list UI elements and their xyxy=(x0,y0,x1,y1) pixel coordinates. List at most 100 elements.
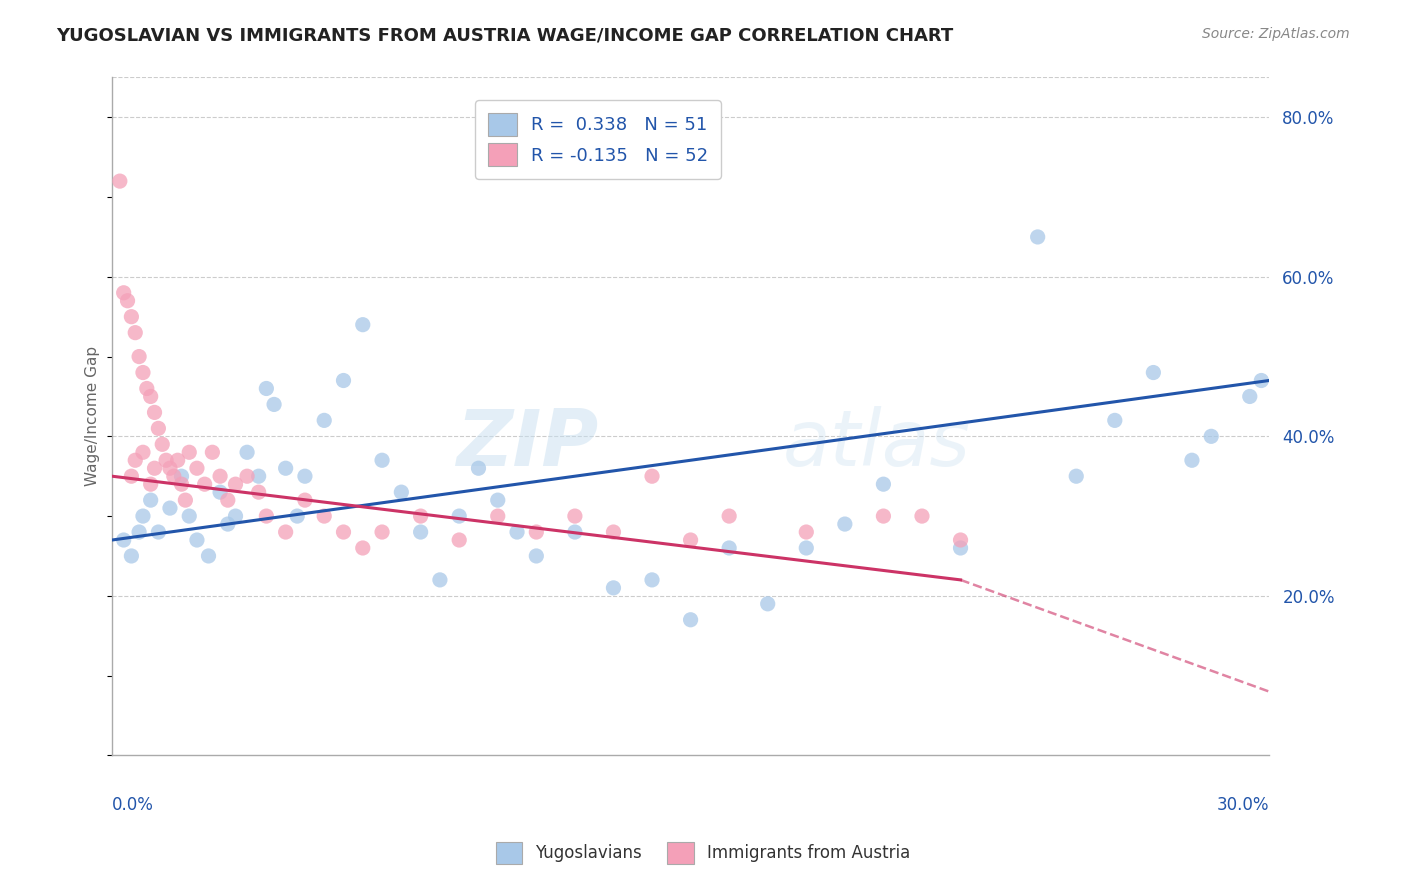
Point xyxy=(139,389,162,403)
Point xyxy=(170,477,193,491)
Point xyxy=(449,533,471,547)
Point xyxy=(128,350,150,364)
Point xyxy=(166,453,188,467)
Point xyxy=(352,541,374,555)
Point xyxy=(209,469,232,483)
Point xyxy=(389,485,412,500)
Point xyxy=(794,524,817,539)
Point xyxy=(332,374,354,388)
Point xyxy=(217,493,239,508)
Text: YUGOSLAVIAN VS IMMIGRANTS FROM AUSTRIA WAGE/INCOME GAP CORRELATION CHART: YUGOSLAVIAN VS IMMIGRANTS FROM AUSTRIA W… xyxy=(56,27,953,45)
Point xyxy=(1199,429,1222,443)
Point xyxy=(217,517,239,532)
Point xyxy=(718,509,741,524)
Point xyxy=(486,493,509,508)
Point xyxy=(872,477,894,491)
Point xyxy=(449,509,471,524)
Point xyxy=(602,524,624,539)
Point xyxy=(332,524,354,539)
Point xyxy=(186,461,208,475)
Text: atlas: atlas xyxy=(783,406,972,482)
Point xyxy=(124,453,146,467)
Point xyxy=(148,524,170,539)
Point xyxy=(139,477,162,491)
Point xyxy=(201,445,224,459)
Point xyxy=(641,573,664,587)
Point xyxy=(120,549,142,563)
Point xyxy=(1181,453,1204,467)
Point xyxy=(352,318,374,332)
Point xyxy=(124,326,146,340)
Point xyxy=(225,477,247,491)
Point xyxy=(174,493,197,508)
Point xyxy=(872,509,894,524)
Point xyxy=(159,461,181,475)
Point xyxy=(1250,374,1272,388)
Point xyxy=(254,509,277,524)
Point xyxy=(834,517,856,532)
Point xyxy=(371,453,394,467)
Point xyxy=(486,509,509,524)
Point xyxy=(236,445,259,459)
Point xyxy=(148,421,170,435)
Point xyxy=(159,501,181,516)
Point xyxy=(679,613,702,627)
Point xyxy=(108,174,131,188)
Point xyxy=(911,509,934,524)
Point xyxy=(641,469,664,483)
Point xyxy=(524,549,547,563)
Point xyxy=(679,533,702,547)
Point xyxy=(314,509,336,524)
Legend: R =  0.338   N = 51, R = -0.135   N = 52: R = 0.338 N = 51, R = -0.135 N = 52 xyxy=(475,100,721,179)
Text: ZIP: ZIP xyxy=(456,406,598,482)
Point xyxy=(564,509,586,524)
Point xyxy=(294,469,316,483)
Point xyxy=(112,533,135,547)
Point xyxy=(409,524,432,539)
Point xyxy=(506,524,529,539)
Point xyxy=(564,524,586,539)
Point xyxy=(150,437,173,451)
Point xyxy=(1026,230,1049,244)
Point xyxy=(263,397,285,411)
Point xyxy=(170,469,193,483)
Point xyxy=(179,445,201,459)
Point xyxy=(197,549,219,563)
Text: Source: ZipAtlas.com: Source: ZipAtlas.com xyxy=(1202,27,1350,41)
Legend: Yugoslavians, Immigrants from Austria: Yugoslavians, Immigrants from Austria xyxy=(489,836,917,871)
Point xyxy=(128,524,150,539)
Point xyxy=(132,509,155,524)
Point xyxy=(602,581,624,595)
Point xyxy=(209,485,232,500)
Point xyxy=(949,541,972,555)
Point xyxy=(371,524,394,539)
Point xyxy=(132,366,155,380)
Point xyxy=(949,533,972,547)
Text: 0.0%: 0.0% xyxy=(112,796,155,814)
Point xyxy=(120,310,142,324)
Point xyxy=(274,524,297,539)
Point xyxy=(112,285,135,300)
Point xyxy=(236,469,259,483)
Point xyxy=(247,469,270,483)
Point xyxy=(1142,366,1164,380)
Point xyxy=(132,445,155,459)
Point xyxy=(1104,413,1126,427)
Point xyxy=(143,461,166,475)
Point xyxy=(1064,469,1087,483)
Point xyxy=(143,405,166,419)
Point xyxy=(429,573,451,587)
Point xyxy=(117,293,139,308)
Point xyxy=(409,509,432,524)
Point xyxy=(179,509,201,524)
Text: 30.0%: 30.0% xyxy=(1216,796,1270,814)
Point xyxy=(756,597,779,611)
Point xyxy=(254,382,277,396)
Point xyxy=(155,453,177,467)
Y-axis label: Wage/Income Gap: Wage/Income Gap xyxy=(86,346,100,486)
Point xyxy=(718,541,741,555)
Point xyxy=(524,524,547,539)
Point xyxy=(285,509,308,524)
Point xyxy=(139,493,162,508)
Point xyxy=(314,413,336,427)
